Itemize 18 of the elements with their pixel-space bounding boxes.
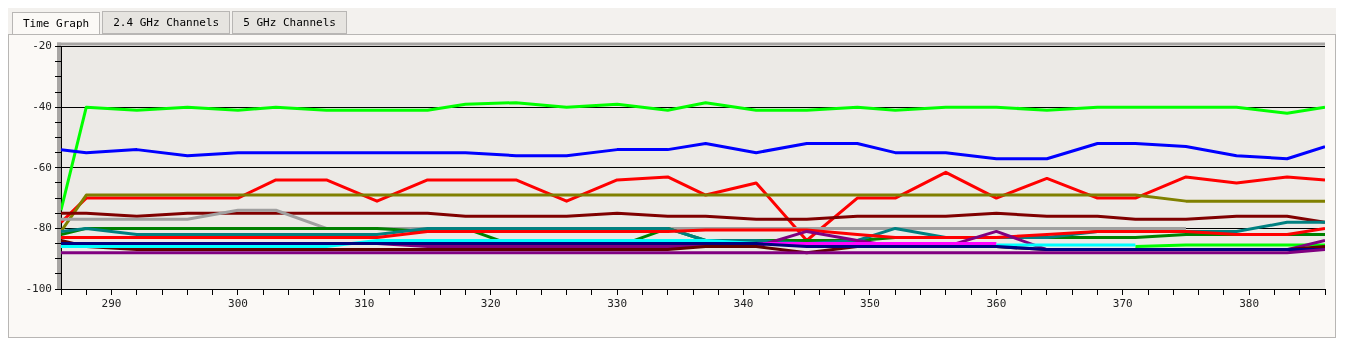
- x-tick-label: 300: [228, 297, 248, 311]
- y-tick-label: -60: [32, 160, 52, 174]
- x-tick-label: 360: [986, 297, 1007, 311]
- text: 5 GHz Channels: [232, 11, 347, 34]
- x-tick-label: 350: [860, 297, 880, 311]
- x-tick-label: 320: [480, 297, 501, 311]
- x-tick-label: 310: [354, 297, 375, 311]
- x-tick-label: 370: [1112, 297, 1133, 311]
- y-tick-label: -80: [32, 221, 52, 235]
- y-tick-label: -40: [32, 100, 52, 114]
- x-tick-label: 340: [733, 297, 754, 311]
- text: Time Graph: [12, 12, 101, 34]
- x-tick-label: 290: [101, 297, 122, 311]
- text: 2.4 GHz Channels: [102, 11, 231, 34]
- x-tick-label: 330: [607, 297, 628, 311]
- y-tick-label: -100: [25, 281, 52, 295]
- x-tick-label: 380: [1239, 297, 1260, 311]
- y-tick-label: -20: [32, 39, 52, 53]
